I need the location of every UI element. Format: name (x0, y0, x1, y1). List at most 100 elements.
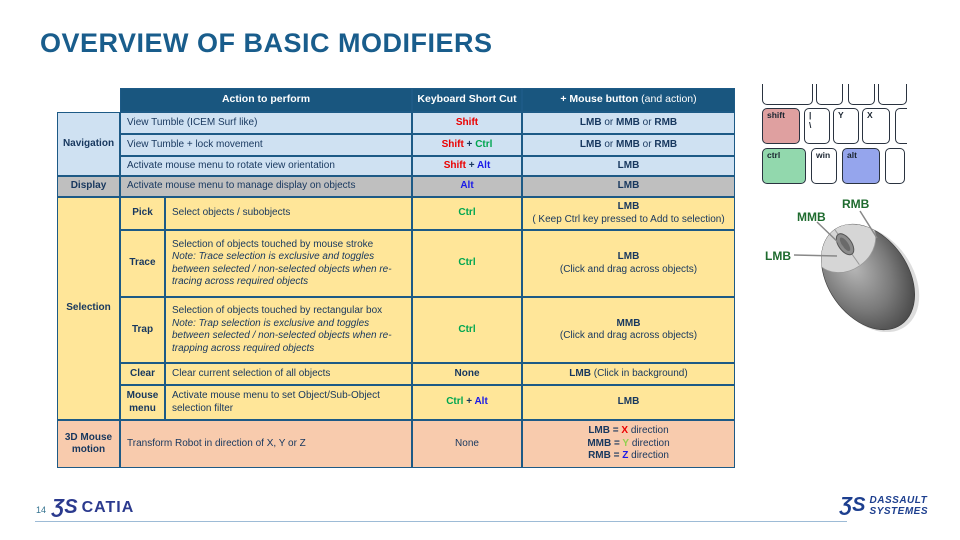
action-clear: Clear current selection of all objects (165, 363, 412, 385)
text-line: Selection of objects touched by rectangu… (172, 305, 383, 316)
text-line: Trace (129, 257, 156, 269)
mmb-pointer-line (816, 221, 844, 248)
text-line: LMB (617, 159, 640, 171)
action-mouse-menu: Activate mouse menu to set Object/Sub-Ob… (165, 385, 412, 420)
text-line: Shift + Alt (443, 159, 491, 171)
text-line: Mouse menu (126, 390, 159, 414)
text-line: Ctrl + Alt (446, 396, 488, 408)
text-line: None (454, 367, 480, 379)
text-line: Selection (66, 302, 111, 314)
action-pick: Select objects / subobjects (165, 197, 412, 230)
text-line: trapping across required objects (172, 342, 315, 354)
text-line: LMB (617, 251, 640, 262)
key-blank-3 (848, 84, 875, 105)
footer-divider-line (35, 521, 847, 522)
text-line: Activate mouse menu to rotate view orien… (127, 159, 335, 171)
action-trace: Selection of objects touched by mouse st… (165, 230, 412, 297)
sub-label-trap: Trap (120, 297, 165, 363)
text-line: MMB (616, 317, 641, 329)
column-header-2: + Mouse button (and action) (522, 88, 735, 112)
key-blank-2 (816, 84, 843, 105)
key-ctrl: ctrl (762, 148, 806, 184)
catia-logo: ƷS CATIA (52, 496, 134, 519)
catia-wordmark: CATIA (81, 498, 135, 516)
mmb-label: MMB (797, 210, 826, 224)
shortcut-trap: Ctrl (412, 297, 522, 363)
text-line: Clear (129, 367, 155, 379)
shortcut-clear: None (412, 363, 522, 385)
text-line: 3D Mouse motion (64, 431, 113, 456)
key-win: win (811, 148, 837, 184)
rmb-label: RMB (842, 197, 870, 211)
text-line: tracing across required objects (172, 276, 309, 287)
shortcut-mouse-menu: Ctrl + Alt (412, 385, 522, 420)
text-line: RMB = Z direction (588, 450, 669, 462)
text-line: ( Keep Ctrl key pressed to Add to select… (532, 213, 725, 225)
shortcut-trace: Ctrl (412, 230, 522, 297)
text-line: LMB (617, 201, 640, 212)
text-line: Activate mouse menu to manage display on… (127, 180, 356, 192)
shortcut-pick: Ctrl (412, 197, 522, 230)
text-line: Display (70, 180, 107, 192)
column-header-0: Action to perform (120, 88, 412, 112)
mouse-action-transform-robot: LMB = X direction MMB = Y direction RMB = … (522, 420, 735, 468)
key-blank-1 (762, 84, 813, 105)
text-line: Navigation (62, 137, 115, 149)
text-line: Ctrl (458, 207, 476, 219)
slide-title: OVERVIEW OF BASIC MODIFIERS (40, 28, 493, 58)
table-corner-spacer (57, 88, 120, 112)
3ds-logo-icon: ƷS (52, 496, 78, 518)
text-line: (Click and drag across objects) (559, 263, 698, 275)
text-line: View Tumble (ICEM Surf like) (127, 116, 258, 128)
sub-label-pick: Pick (120, 197, 165, 230)
text-line: MMB = Y direction (587, 437, 670, 449)
group-label-motion: 3D Mouse motion (57, 420, 120, 468)
dassault-systemes-logo: ƷS DASSAULT SYSTEMES (840, 494, 928, 517)
key-x: X (862, 108, 890, 144)
modifier-table: Action to perform Keyboard Short Cut + Mou… (57, 88, 735, 468)
column-header-1: Keyboard Short Cut (412, 88, 522, 112)
text-line: Shift + Ctrl (441, 138, 493, 150)
key-shift: shift (762, 108, 800, 144)
text-line: None (455, 437, 479, 449)
key-y: Y (833, 108, 859, 144)
text-line: between selected / non-selected objects … (172, 330, 392, 341)
text-line: LMB (617, 180, 640, 192)
group-label-selection: Selection (57, 197, 120, 420)
text-line: LMB = X direction (588, 425, 669, 437)
sub-label-trace: Trace (120, 230, 165, 297)
text-line: + Mouse button (and action) (560, 93, 697, 106)
action-view-tumble-lock: View Tumble + lock movement (120, 134, 412, 156)
text-line: Shift (455, 116, 479, 128)
text-line: Action to perform (221, 93, 311, 106)
dassault-wordmark: DASSAULT (869, 494, 928, 506)
text-line: Trap (131, 323, 154, 335)
text-line: Ctrl (458, 257, 476, 269)
mouse-action-trace: LMB (Click and drag across objects) (522, 230, 735, 297)
shortcut-rotate-view: Shift + Alt (412, 156, 522, 176)
mouse-action-manage-display: LMB (522, 176, 735, 197)
text-line: LMB or MMB or RMB (579, 138, 678, 150)
mouse-action-trap: MMB (Click and drag across objects) (522, 297, 735, 363)
text-line: Clear current selection of all objects (172, 367, 331, 379)
shortcut-view-tumble: Shift (412, 112, 522, 134)
text-line: Note: Trap selection is exclusive and to… (172, 317, 370, 329)
text-line: Alt (460, 180, 474, 192)
key-blank-4 (878, 84, 907, 105)
text-line: between selected / non-selected objects … (172, 263, 392, 275)
text-line: Note: Trace selection is exclusive and t… (172, 251, 375, 262)
shortcut-transform-robot: None (412, 420, 522, 468)
sub-label-mouse-menu: Mouse menu (120, 385, 165, 420)
systemes-wordmark: SYSTEMES (869, 505, 928, 517)
text-line: selection filter (172, 402, 234, 414)
text-line: (Click and drag across objects) (559, 330, 698, 341)
action-trap: Selection of objects touched by rectangu… (165, 297, 412, 363)
shortcut-manage-display: Alt (412, 176, 522, 197)
mouse-action-rotate-view: LMB (522, 156, 735, 176)
key-partial-2 (885, 148, 905, 184)
lmb-pointer-line (793, 254, 838, 257)
mouse-action-view-tumble-lock: LMB or MMB or RMB (522, 134, 735, 156)
text-line: Transform Robot in direction of X, Y or … (127, 437, 306, 449)
text-line: Pick (132, 207, 153, 219)
